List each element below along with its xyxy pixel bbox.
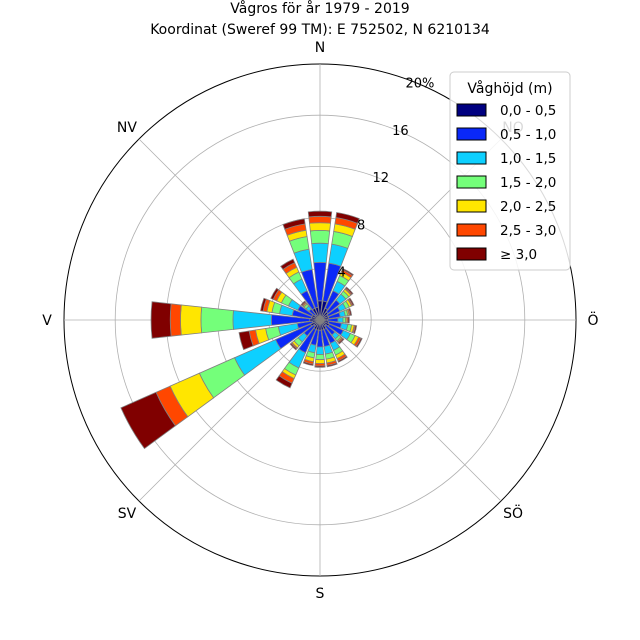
legend-label: 2,0 - 2,5 [500, 199, 556, 215]
legend-label: 1,5 - 2,0 [500, 175, 556, 191]
bar-segment [337, 317, 344, 323]
legend-swatch [456, 199, 487, 213]
bar-segment [341, 267, 354, 277]
bar-segment [308, 215, 332, 224]
legend-swatch [456, 127, 487, 141]
legend-box [449, 71, 571, 271]
bar-segment [337, 355, 348, 363]
radial-tick-label: 16 [392, 124, 409, 139]
direction-label: SV [118, 506, 137, 522]
bar-segment [355, 337, 363, 348]
legend-swatch [456, 151, 487, 165]
legend-label: 0,0 - 0,5 [500, 103, 556, 119]
bar-segment [270, 287, 280, 300]
bar-segment [233, 339, 282, 376]
bar-segment [180, 304, 203, 336]
direction-label: S [316, 586, 325, 602]
radial-tick-labels: 4 8 12 16 20% [337, 76, 434, 280]
bar-segment [280, 258, 296, 270]
bar-segment [300, 300, 307, 307]
grid-spoke [319, 319, 502, 502]
bar-segment [352, 325, 358, 334]
bar-segment [238, 330, 254, 351]
direction-label: NV [117, 120, 137, 136]
bar-segment [309, 230, 331, 245]
chart-title: Vågros för år 1979 - 2019 [230, 0, 409, 17]
bar-segment [150, 301, 172, 339]
bar-segment [232, 310, 273, 330]
legend-label: 1,0 - 1,5 [500, 151, 556, 167]
bar-segment [169, 303, 182, 337]
bar-segment [315, 346, 325, 355]
bar-segment [282, 218, 306, 230]
grid-spoke [138, 138, 321, 321]
bar-segment [315, 353, 325, 361]
bar-segment [275, 375, 293, 389]
bar-segment [337, 337, 345, 345]
chart-subtitle: Koordinat (Sweref 99 TM): E 752502, N 62… [150, 22, 490, 38]
direction-label: SÖ [503, 504, 523, 522]
bar-segment [307, 210, 333, 218]
legend-swatch [456, 103, 487, 117]
bar-segment [120, 391, 176, 450]
bars-layer [120, 210, 363, 450]
bar-segment [309, 222, 331, 232]
legend-swatch [456, 223, 487, 237]
direction-label: Ö [587, 311, 598, 329]
bar-segment [335, 212, 360, 224]
polar-grid [63, 63, 577, 577]
legend-label: 2,5 - 3,0 [500, 223, 556, 239]
radial-tick-label: 20% [406, 76, 435, 91]
grid-spoke [138, 319, 321, 502]
radial-tick-label: 8 [357, 218, 365, 233]
bar-segment [200, 306, 234, 334]
bar-segment [345, 286, 354, 295]
bar-segment [311, 242, 329, 264]
direction-label: V [42, 313, 52, 329]
legend-label: 0,5 - 1,0 [500, 127, 556, 143]
legend-title: Våghöjd (m) [467, 80, 552, 97]
bar-segment [289, 342, 298, 351]
legend-swatch [456, 175, 487, 189]
bar-segment [348, 307, 353, 316]
radial-tick-label: 4 [337, 266, 345, 281]
radial-tick-label: 12 [373, 171, 390, 186]
bar-segment [347, 316, 350, 324]
bar-segment [260, 297, 267, 312]
bar-segment [314, 359, 326, 364]
bar-segment [314, 365, 326, 368]
bar-segment [326, 362, 338, 368]
bar-segment [302, 361, 314, 366]
legend-swatch [456, 247, 487, 261]
direction-label: N [315, 40, 325, 56]
legend: Våghöjd (m) 0,0 - 0,5 0,5 - 1,0 1,0 - 1,5 1,… [449, 71, 571, 271]
legend-label: ≥ 3,0 [500, 247, 537, 263]
bar-segment [348, 297, 355, 307]
